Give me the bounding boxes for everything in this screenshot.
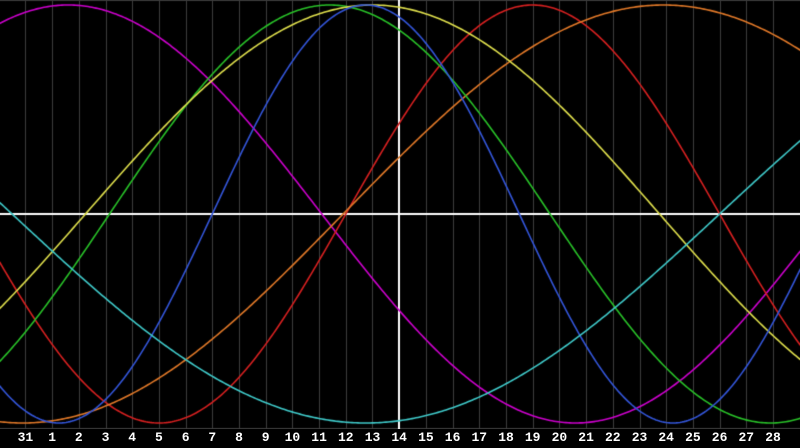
x-axis-label-day-16: 16 bbox=[444, 430, 461, 445]
x-axis-label-day-19: 19 bbox=[524, 430, 541, 445]
x-axis-label-day-7: 7 bbox=[208, 430, 217, 445]
x-axis-labels: 31 1 2 3 4 5 6 7 8 9 10 11 12 13 14 15 16 17 18 19 20 21 22 23 2… bbox=[0, 429, 800, 448]
x-axis-label-day-26: 26 bbox=[711, 430, 728, 445]
x-axis-label-day-22: 22 bbox=[604, 430, 621, 445]
x-axis-label-day-21: 21 bbox=[578, 430, 594, 445]
x-axis-label-day-28: 28 bbox=[765, 430, 781, 445]
x-axis-label-day-31: 31 bbox=[17, 430, 34, 445]
x-axis-label-day-15: 15 bbox=[418, 430, 434, 445]
x-axis-label-day-9: 9 bbox=[261, 430, 270, 445]
x-axis-label-day-24: 24 bbox=[658, 430, 674, 445]
x-axis-label-day-18: 18 bbox=[498, 430, 514, 445]
x-axis-label-day-5: 5 bbox=[154, 430, 163, 445]
x-axis-label-day-2: 2 bbox=[74, 430, 83, 445]
x-axis-label-day-6: 6 bbox=[181, 430, 190, 445]
x-axis-label-day-27: 27 bbox=[738, 430, 755, 445]
x-axis-label-day-12: 12 bbox=[337, 430, 354, 445]
x-axis-label-day-8: 8 bbox=[235, 430, 243, 445]
chart-plot-canvas bbox=[0, 0, 800, 429]
x-axis-label-day-17: 17 bbox=[471, 430, 488, 445]
x-axis-label-day-4: 4 bbox=[128, 430, 137, 445]
x-axis-label-day-1: 1 bbox=[48, 430, 56, 445]
x-axis-label-day-11: 11 bbox=[311, 430, 327, 445]
x-axis-label-day-20: 20 bbox=[551, 430, 568, 445]
x-axis-label-day-13: 13 bbox=[364, 430, 381, 445]
x-axis-label-day-23: 23 bbox=[631, 430, 648, 445]
x-axis-label-day-10: 10 bbox=[284, 430, 301, 445]
x-axis-label-day-14: 14 bbox=[391, 430, 407, 445]
x-axis-label-day-25: 25 bbox=[685, 430, 701, 445]
x-axis-label-day-3: 3 bbox=[101, 430, 110, 445]
